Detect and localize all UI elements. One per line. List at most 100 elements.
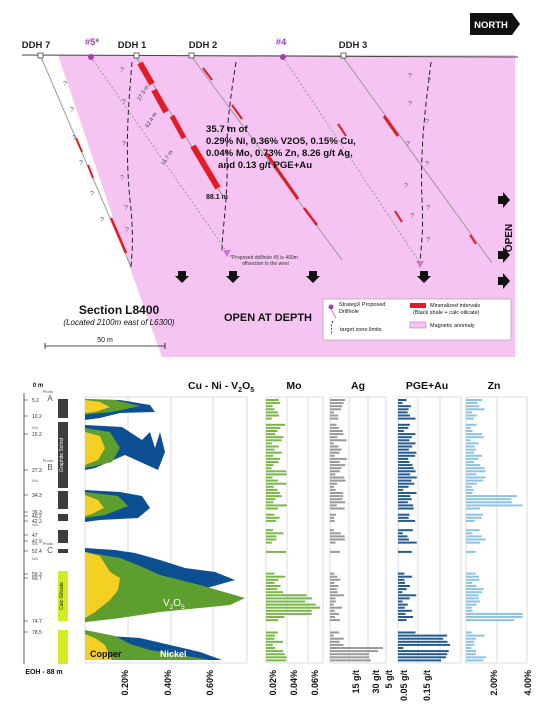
assay-bar: [330, 442, 334, 445]
intercept-line-3: 0.04% Mo, 0.73% Zn, 8.26 g/t Ag,: [206, 148, 353, 159]
assay-bar: [466, 498, 512, 501]
nickel-label: Nickel: [160, 649, 187, 659]
assay-bar: [330, 488, 336, 491]
assay-bar: [466, 461, 475, 463]
assay-bar: [266, 643, 273, 646]
assay-bar: [330, 656, 370, 659]
assay-bar: [266, 529, 274, 532]
hole-label-ddh2: DDH 2: [189, 40, 218, 51]
assay-bar: [466, 647, 472, 649]
assay-bar: [466, 519, 475, 522]
assay-bar: [330, 619, 341, 622]
assay-bar: [398, 402, 403, 405]
svg-text:?: ?: [410, 213, 414, 220]
assay-bar: [466, 550, 476, 553]
assay-bar: [266, 457, 280, 460]
assay-bar: [330, 581, 335, 584]
assay-bar: [466, 454, 483, 457]
assay-bar: [330, 541, 336, 544]
depth-mark-label: 27.3: [32, 468, 42, 474]
assay-bar: [398, 532, 403, 535]
assay-bar: [330, 411, 334, 414]
photo-markers: Photo A Photo B Photo C: [43, 389, 54, 555]
assay-bar: [266, 445, 279, 448]
assay-bar: [330, 591, 338, 594]
axis-cu-2: 0.40%: [163, 670, 173, 696]
assay-bar: [398, 516, 409, 519]
cu-ni-v-title: Cu - Ni - V2O5: [188, 380, 254, 394]
assay-bar: [466, 572, 476, 575]
assay-bar: [266, 411, 278, 414]
assay-bar: [466, 417, 474, 420]
assay-bar: [398, 606, 405, 609]
assay-bar: [398, 597, 410, 600]
assay-bar: [330, 637, 344, 640]
axis-labels: 0.20% 0.40% 0.60% 0.02% 0.04% 0.06% 15 g…: [120, 670, 533, 701]
assay-bar: [466, 504, 523, 507]
assay-bar: [398, 495, 411, 498]
v2o5-sub1: 2: [170, 604, 174, 611]
assay-bar: [398, 436, 412, 439]
svg-text:?: ?: [122, 141, 126, 148]
lithology-column: Graphite Schist Calc-Silicate: [58, 399, 68, 664]
mineralized-intervals: [75, 61, 477, 254]
v2o5-sub2: 5: [181, 604, 185, 611]
na-mark-label: N/A: [32, 479, 39, 483]
copper-label: Copper: [90, 649, 122, 659]
assay-bar: [266, 504, 287, 507]
assay-bar: [266, 464, 274, 467]
assay-bar: [330, 408, 342, 411]
assay-bar: [466, 436, 484, 439]
assay-bar: [398, 643, 451, 646]
assay-bar: [466, 594, 479, 597]
o-text: O: [242, 380, 250, 392]
assay-bar: [466, 485, 472, 488]
assay-bar: [466, 451, 475, 454]
assay-bar: [466, 423, 477, 426]
depth-mark-label: 60.7: [32, 576, 42, 582]
assay-bar: [398, 405, 411, 408]
assay-bar: [266, 656, 287, 659]
assay-bar: [266, 597, 312, 600]
panel-titles: Cu - Ni - V2O5 Mo Ag PGE+Au Zn: [188, 380, 500, 394]
depth-mark-label: 78.5: [32, 630, 42, 636]
legend-mineralized-line-1: Mineralized intervals: [430, 303, 480, 309]
assay-bar: [466, 532, 473, 535]
svg-text:?: ?: [79, 160, 83, 167]
proposed-hole-ends: [223, 250, 424, 268]
intercept-line-2: 0.29% Ni, 0.36% V2O5, 0.15% Cu,: [206, 136, 356, 147]
assay-bar: [466, 479, 484, 482]
assay-bar: [266, 572, 275, 575]
assay-bar: [330, 594, 345, 597]
depth-mark-label: 42.2: [32, 519, 42, 525]
assay-bar: [330, 470, 340, 473]
assay-bar: [466, 591, 483, 594]
depth-mark-label: 59.3: [32, 572, 42, 578]
assay-bar: [466, 408, 485, 411]
assay-bar: [466, 653, 476, 656]
assay-bar: [266, 417, 272, 420]
assay-bar: [330, 405, 343, 408]
assay-bar: [266, 498, 276, 501]
assay-bar: [266, 606, 321, 609]
assay-bar: [266, 488, 278, 491]
assay-bar: [466, 467, 485, 470]
depth-mark-label: 74.7: [32, 619, 42, 625]
lithology-calc-label: Calc-Silicate: [59, 582, 65, 610]
assay-bar: [266, 653, 285, 656]
assay-bar: [330, 516, 335, 519]
legend-mineralized-line-2: (Black shale + calc-silicate): [413, 310, 480, 316]
ag-title: Ag: [351, 380, 365, 392]
assay-bar: [266, 461, 279, 463]
assay-bar: [330, 588, 337, 591]
assay-bar: [330, 439, 347, 442]
o-subscript: 5: [250, 387, 254, 394]
assay-bar: [398, 442, 416, 445]
assay-bar: [330, 640, 340, 643]
assay-bar: [466, 535, 482, 538]
assay-bar: [266, 609, 312, 612]
assay-bar: [398, 439, 410, 442]
assay-bar: [466, 634, 485, 637]
hole-label-4: #4: [276, 37, 287, 48]
